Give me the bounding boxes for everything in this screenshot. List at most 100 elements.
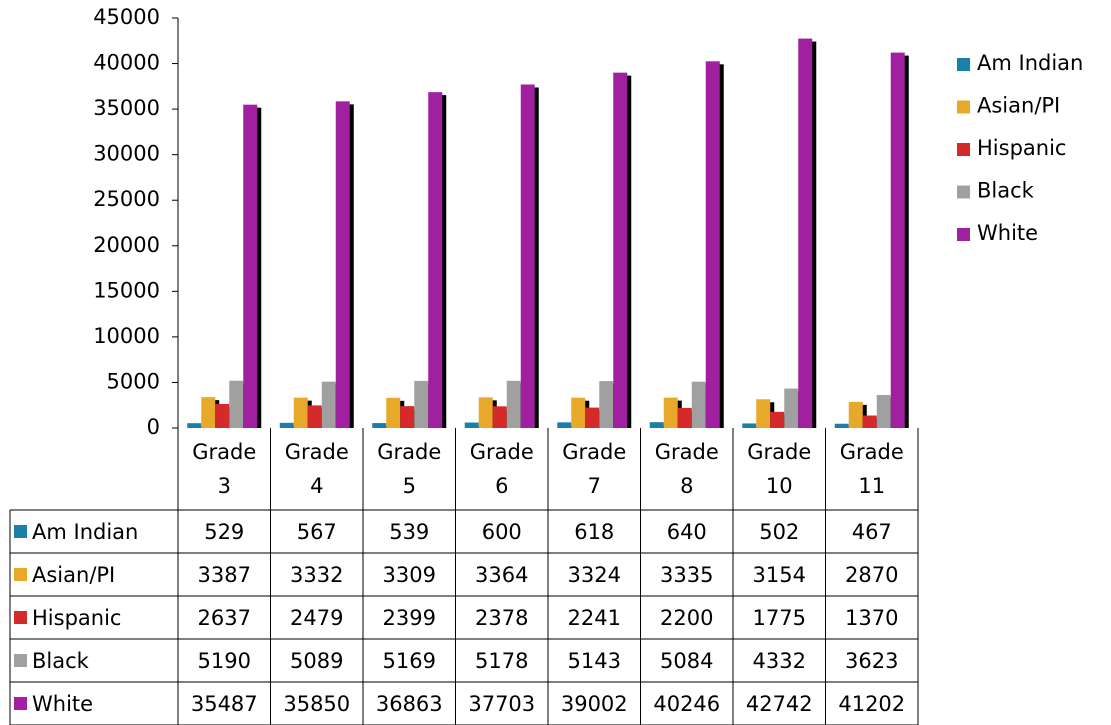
legend-label: Asian/PI [977, 94, 1060, 118]
table-value: 36863 [375, 691, 443, 716]
row-label: Asian/PI [10, 553, 178, 596]
table-value: 539 [389, 519, 430, 544]
table-value: 529 [204, 519, 245, 544]
table-value: 1775 [752, 605, 806, 630]
table-value: 2399 [382, 605, 436, 630]
bar [798, 38, 813, 429]
table-value: 5169 [382, 648, 436, 673]
table-value: 502 [759, 519, 800, 544]
table-value: 2241 [567, 605, 621, 630]
table-value: 42742 [745, 691, 813, 716]
bar [386, 397, 401, 428]
row-label-text: Hispanic [32, 605, 122, 630]
table-value: 567 [296, 519, 337, 544]
y-tick-label: 20000 [93, 233, 160, 257]
row-swatch [14, 611, 27, 624]
bar [585, 407, 600, 428]
table-value: 5084 [660, 648, 714, 673]
category-label: Grade 4 [284, 440, 349, 498]
table-value: 4332 [752, 648, 806, 673]
y-tick-label: 0 [147, 415, 160, 439]
y-tick-label: 30000 [93, 142, 160, 166]
table-value: 600 [481, 519, 522, 544]
bar [201, 397, 216, 428]
table-value: 2870 [845, 562, 899, 587]
bar [784, 388, 799, 428]
row-label: White [10, 682, 178, 725]
bar [756, 399, 771, 428]
table-value: 5143 [567, 648, 621, 673]
bar [372, 423, 387, 428]
legend-swatch [957, 100, 970, 114]
y-tick-label: 5000 [107, 369, 160, 393]
bar [229, 380, 244, 428]
table-value: 3387 [197, 562, 251, 587]
legend-label: White [977, 221, 1038, 245]
legend-label: Am Indian [977, 51, 1083, 75]
bar [506, 380, 521, 428]
bar [414, 380, 429, 428]
bar [663, 397, 678, 428]
bar [478, 397, 493, 428]
bar [691, 381, 706, 428]
table-value: 40246 [653, 691, 721, 716]
category-label: Grade 8 [654, 440, 719, 498]
row-label: Am Indian [10, 510, 178, 553]
table-value: 3364 [475, 562, 529, 587]
table-value: 3324 [567, 562, 621, 587]
row-label-text: Am Indian [32, 519, 139, 544]
y-tick-label: 45000 [93, 5, 160, 29]
table-value: 3332 [290, 562, 344, 587]
bar [400, 406, 415, 428]
row-label-text: White [32, 691, 94, 716]
legend-swatch [957, 143, 970, 156]
row-swatch [14, 525, 27, 538]
legend-swatch [957, 228, 970, 241]
table-value: 37703 [468, 691, 536, 716]
row-label: Hispanic [10, 596, 178, 639]
category-label: Grade 7 [562, 440, 627, 498]
y-tick-label: 25000 [93, 187, 160, 211]
bar [876, 394, 891, 428]
y-tick-label: 10000 [93, 324, 160, 348]
row-label: Black [10, 639, 178, 682]
legend-swatch [957, 58, 970, 71]
bar [890, 52, 905, 428]
bar [335, 101, 350, 428]
table-value: 5190 [197, 648, 251, 673]
table-value: 35487 [190, 691, 258, 716]
bar [770, 411, 785, 428]
table-value: 2378 [475, 605, 529, 630]
bar [215, 403, 230, 428]
bar [243, 104, 258, 428]
table-value: 2479 [290, 605, 344, 630]
bar [293, 397, 308, 428]
row-swatch [14, 697, 27, 710]
bar [428, 92, 443, 428]
category-label: Grade 10 [747, 440, 812, 498]
bar [677, 407, 692, 428]
table-value: 467 [851, 519, 892, 544]
bar [279, 422, 294, 428]
bar [464, 422, 479, 428]
table-value: 41202 [838, 691, 906, 716]
bar [742, 423, 757, 428]
bar [705, 61, 720, 429]
table-value: 618 [574, 519, 615, 544]
category-label: Grade 6 [469, 440, 534, 498]
legend-swatch [957, 185, 970, 199]
table-value: 3309 [382, 562, 436, 587]
bar [599, 381, 614, 428]
y-tick-label: 15000 [93, 278, 160, 302]
table-value: 3623 [845, 648, 899, 673]
bar [321, 381, 336, 428]
y-tick-label: 35000 [93, 96, 160, 120]
row-label-text: Asian/PI [32, 562, 116, 587]
table-value: 5178 [475, 648, 529, 673]
bar [520, 84, 535, 429]
table-value: 39002 [560, 691, 628, 716]
row-label-text: Black [32, 648, 89, 673]
y-tick-label: 40000 [93, 51, 160, 75]
